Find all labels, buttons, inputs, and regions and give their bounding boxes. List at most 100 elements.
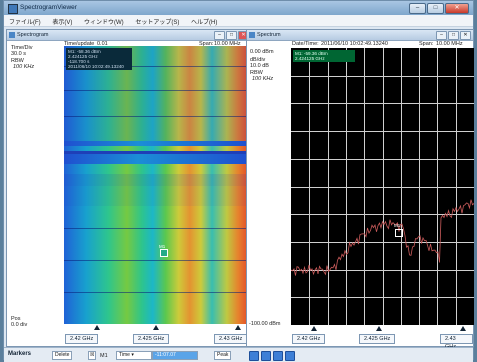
spectrogram-title-bar[interactable]: Spectrogram ‒ □ ✕ <box>7 30 251 41</box>
spectrogram-icon <box>9 32 15 38</box>
grid-line <box>364 48 365 325</box>
spectrum-minimize-button[interactable]: ‒ <box>436 31 447 40</box>
freq-end-button[interactable]: 2.43 GHz <box>214 334 248 344</box>
freq-start-button[interactable]: 2.42 GHz <box>65 334 99 344</box>
delete-button[interactable]: Delete <box>52 351 73 360</box>
spectrum-rbw-label: RBW <box>250 70 263 76</box>
spectrogram-line <box>64 228 249 229</box>
spectrum-title-bar[interactable]: Spectrum ‒ □ ✕ <box>247 30 473 41</box>
spectrum-plot[interactable]: M1: -59.36 dBm 2.424125 GHz M1 <box>291 48 474 325</box>
readout-line: 2.424125 GHz <box>295 56 325 61</box>
freq-start-marker-icon <box>94 325 100 330</box>
spectrum-span-label: Span: <box>419 41 434 47</box>
grid-line <box>456 48 457 325</box>
db-div-label: dB/div <box>250 57 266 63</box>
spectrogram-marker-label: M1 <box>159 244 166 249</box>
menu-view[interactable]: 表示(V) <box>52 20 73 26</box>
readout-line: M1: -59.36 dBm <box>295 51 328 56</box>
minimize-button[interactable]: ‒ <box>409 3 426 14</box>
spectrogram-band <box>64 164 249 174</box>
spectrum-close-button[interactable]: ✕ <box>460 31 471 40</box>
freq-end-marker-icon <box>235 325 241 330</box>
spectrogram-band <box>64 141 249 146</box>
spectrogram-marker-readout: M1: -58.36 dBm 2.424125 GHz -118.700 s 2… <box>66 48 132 70</box>
menu-help[interactable]: ヘルプ(H) <box>191 20 218 26</box>
spectrogram-marker[interactable] <box>160 249 168 257</box>
time-div-value: 30.0 s <box>11 51 26 57</box>
readout-line: 2011/06/10 10:02:49.13240 <box>68 64 124 69</box>
spectrum-freq-start-button[interactable]: 2.42 GHz <box>292 334 326 344</box>
span-label: Span: <box>199 41 214 47</box>
menu-window[interactable]: ウィンドウ(W) <box>84 20 124 26</box>
menu-bar: ファイル(F) 表示(V) ウィンドウ(W) セットアップ(S) ヘルプ(H) <box>4 15 473 27</box>
freq-center-marker-icon <box>153 325 159 330</box>
app-window: SpectrogramViewer ‒ □ ✕ ファイル(F) 表示(V) ウィ… <box>3 0 474 362</box>
spectrum-freq-end-button[interactable]: 2.43 GHz <box>440 334 473 350</box>
grid-line <box>309 48 310 325</box>
marker-name: M1 <box>100 353 108 359</box>
spectrogram-line <box>64 116 249 117</box>
spectrogram-pane: Spectrogram ‒ □ ✕ Time/update 0.01 Span:… <box>6 29 255 347</box>
readout-line: -118.700 s <box>68 59 90 64</box>
datetime-label: Date/Time: <box>292 41 319 47</box>
grid-line <box>291 187 474 188</box>
grid-line <box>291 159 474 160</box>
app-icon <box>8 4 18 14</box>
time-update-label: Time/update <box>64 41 95 47</box>
spectrogram-line <box>64 66 249 67</box>
spectrogram-display[interactable]: M1: -58.36 dBm 2.424125 GHz -118.700 s 2… <box>64 46 249 324</box>
spectrum-freq-start-marker-icon <box>311 326 317 331</box>
maximize-button[interactable]: □ <box>427 3 444 14</box>
spectrum-rbw-value: 100 KHz <box>252 76 274 82</box>
spectrogram-band <box>64 146 249 151</box>
spectrum-marker[interactable] <box>395 229 403 237</box>
close-button[interactable]: ✕ <box>445 3 469 14</box>
freq-center-button[interactable]: 2.425 GHz <box>133 334 170 344</box>
markers-label: Markers <box>8 351 32 357</box>
menu-setup[interactable]: セットアップ(S) <box>135 20 180 26</box>
pos-label: Pos <box>11 316 21 322</box>
spectrum-freq-center-button[interactable]: 2.425 GHz <box>359 334 396 344</box>
time-update-value: 0.01 <box>97 41 108 47</box>
title-bar[interactable]: SpectrogramViewer ‒ □ ✕ <box>4 1 473 15</box>
peak-button[interactable]: Peak <box>214 351 232 360</box>
spectrogram-title: Spectrogram <box>17 32 49 38</box>
spectrogram-line <box>64 90 249 91</box>
spectrum-marker-readout: M1: -59.36 dBm 2.424125 GHz <box>293 50 355 62</box>
spectrogram-band <box>64 206 249 324</box>
menu-file[interactable]: ファイル(F) <box>9 20 41 26</box>
pos-value: 0.0 div <box>11 322 28 328</box>
spectrogram-band <box>64 151 249 154</box>
spectrum-freq-end-marker-icon <box>460 326 466 331</box>
grid-line <box>328 48 329 325</box>
grid-line <box>291 214 474 215</box>
grid-line <box>291 242 474 243</box>
grid-line <box>401 48 402 325</box>
spectrum-icon <box>249 32 255 38</box>
grid-line <box>419 48 420 325</box>
readout-line: 2.424125 GHz <box>68 54 98 59</box>
grid-line <box>291 103 474 104</box>
marker-time-input[interactable]: -11:07.07 <box>152 351 198 360</box>
spectrum-trace <box>291 199 474 276</box>
spectrogram-line <box>64 292 249 293</box>
grid-line <box>437 48 438 325</box>
datetime-value: 2011/06/10 10:02:49.13240 <box>321 41 388 47</box>
readout-line: M1: -58.36 dBm <box>68 49 101 54</box>
spectrum-maximize-button[interactable]: □ <box>448 31 459 40</box>
db-div-value: 10.0 dB <box>250 63 269 69</box>
spectrogram-line <box>64 260 249 261</box>
rbw-value: 100 KHz <box>13 64 35 70</box>
marker-mode-value: Time <box>119 352 130 358</box>
spectrogram-band <box>64 174 249 186</box>
spectrogram-minimize-button[interactable]: ‒ <box>214 31 225 40</box>
spectrogram-maximize-button[interactable]: □ <box>226 31 237 40</box>
spectrum-freq-center-marker-icon <box>376 326 382 331</box>
marker-enable-checkbox[interactable]: ☒ <box>88 351 97 360</box>
window-title: SpectrogramViewer <box>20 4 77 11</box>
spectrum-title: Spectrum <box>257 32 281 38</box>
grid-line <box>291 131 474 132</box>
spectrum-span-value: 10.00 MHz <box>436 41 463 47</box>
spectrum-trace-layer <box>291 199 474 276</box>
marker-mode-select[interactable]: Time ▾ <box>116 351 152 360</box>
